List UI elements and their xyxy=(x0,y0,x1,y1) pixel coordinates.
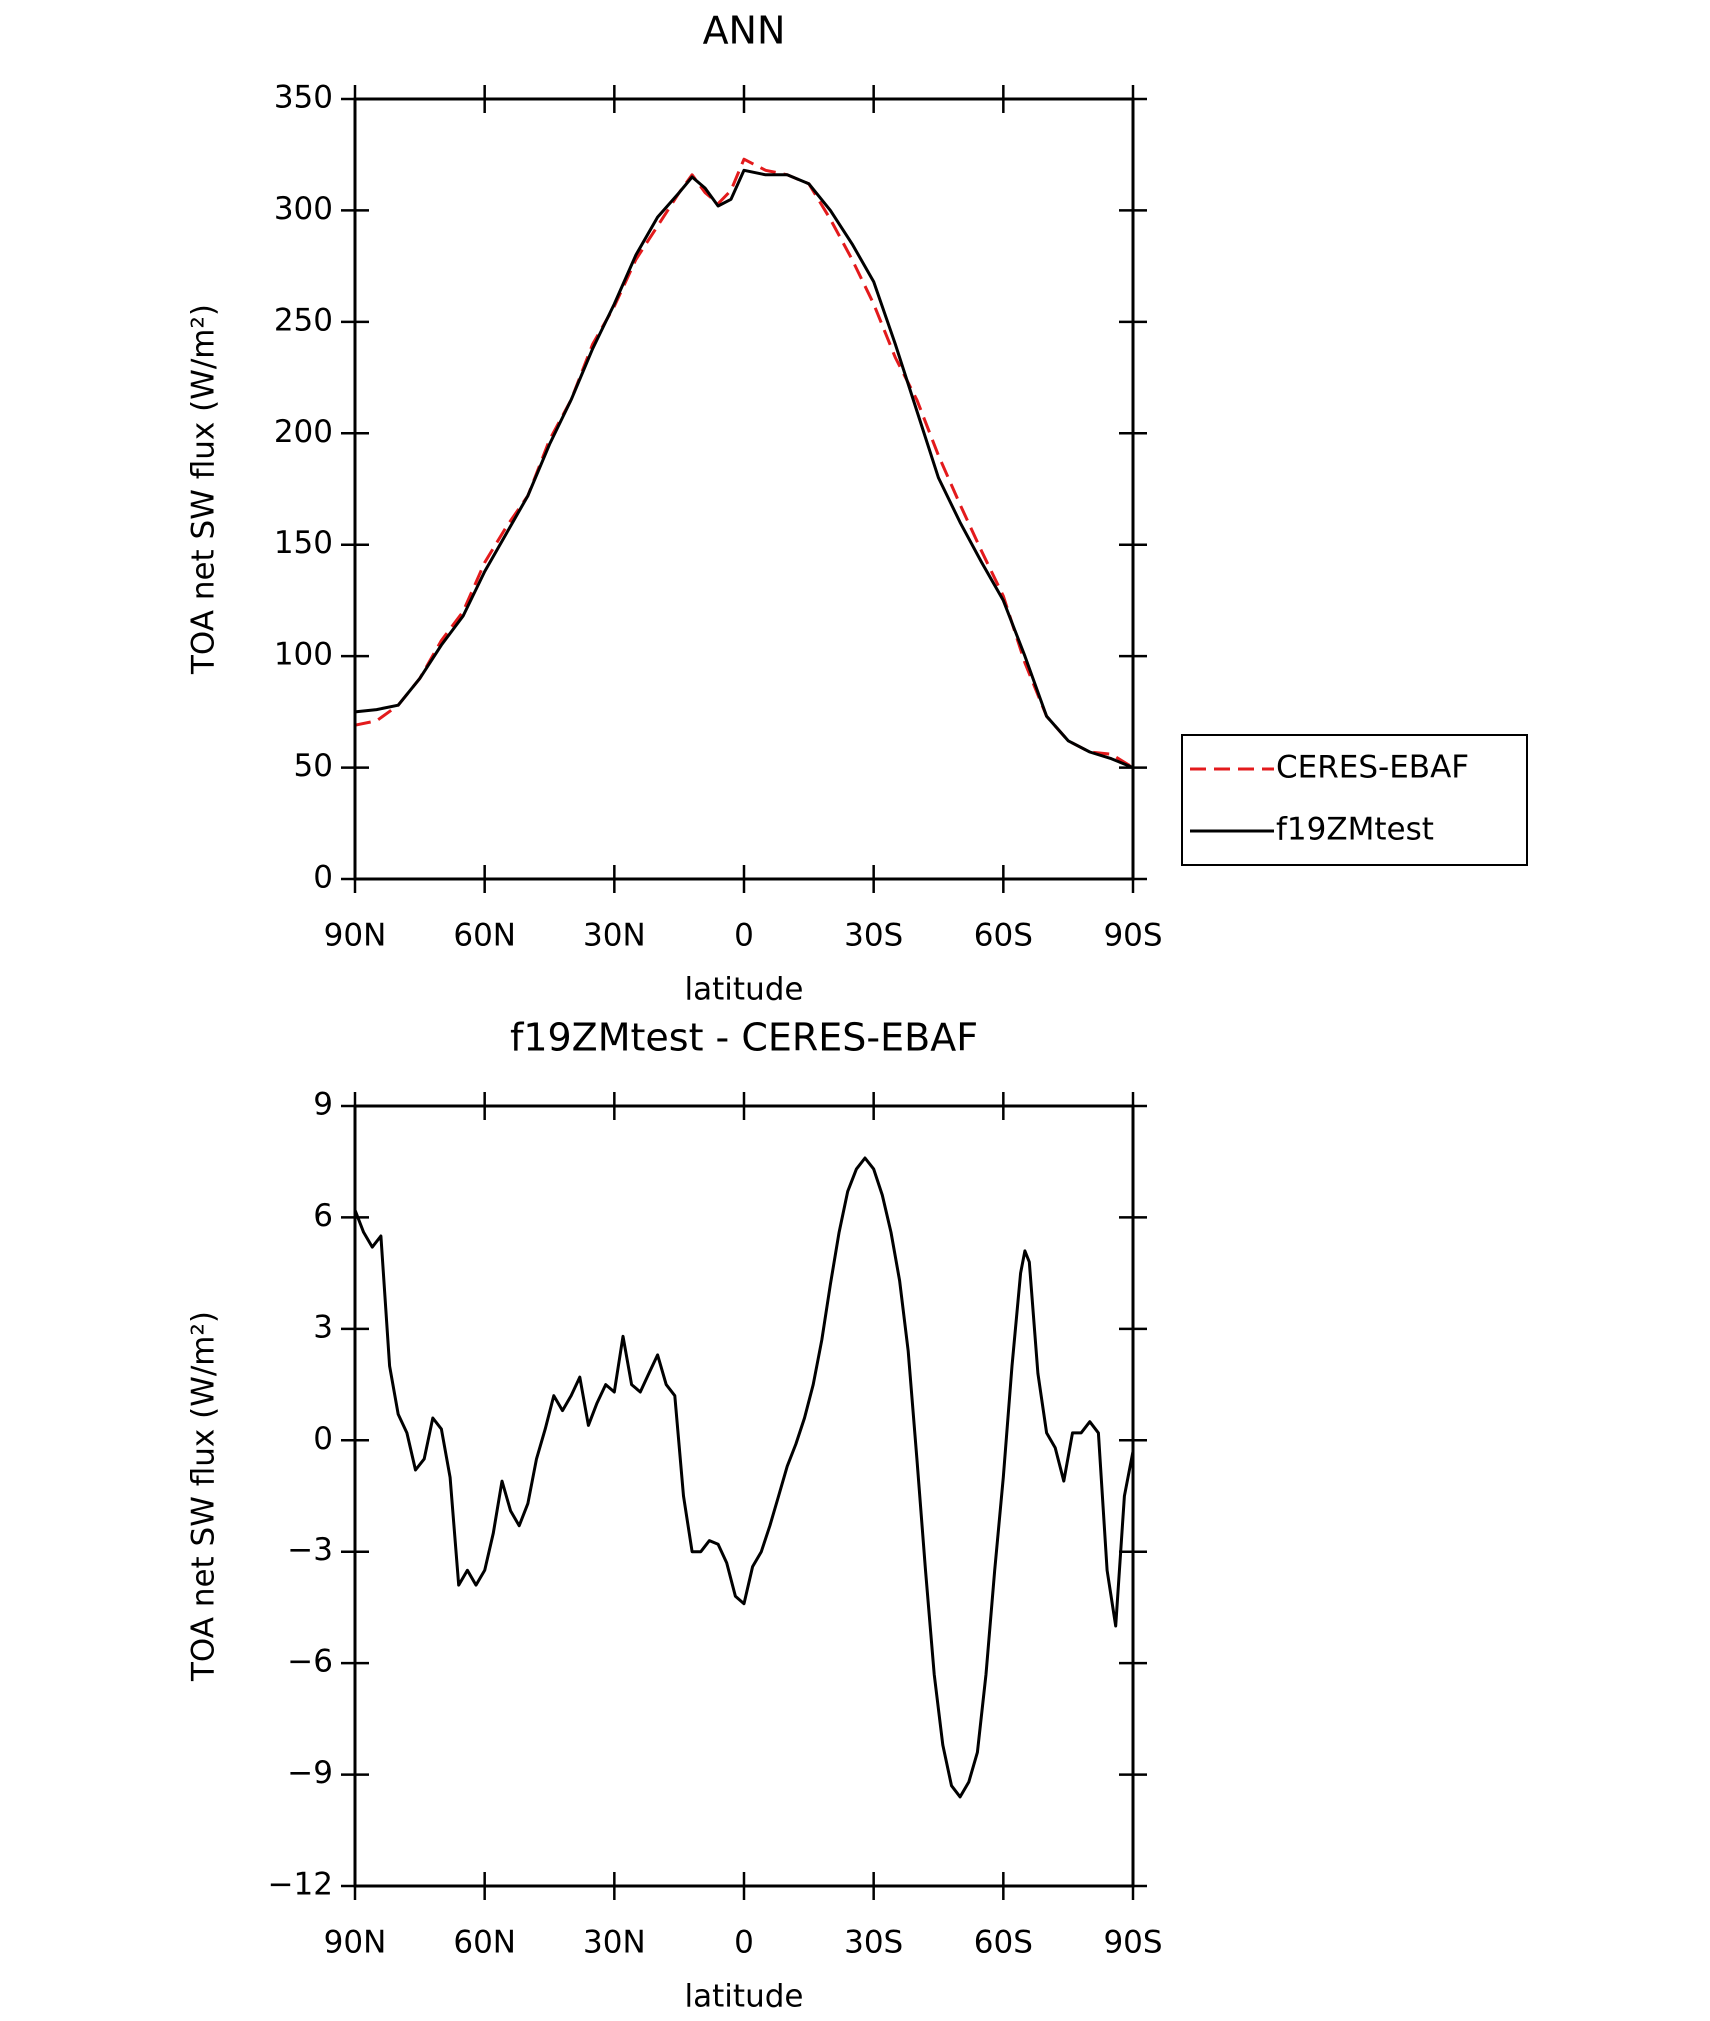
x-tick-label: 30S xyxy=(844,918,903,954)
x-tick-label: 90S xyxy=(1103,1925,1162,1961)
y-tick-label: 100 xyxy=(274,637,333,673)
y-tick-label: −9 xyxy=(287,1755,333,1791)
x-tick-label: 0 xyxy=(734,918,754,954)
y-tick-label: 50 xyxy=(294,748,333,784)
chart-title: ANN xyxy=(703,9,786,53)
x-tick-label: 30S xyxy=(844,1925,903,1961)
data-line xyxy=(354,168,1134,769)
y-tick-label: 250 xyxy=(274,302,333,338)
y-tick-label: 0 xyxy=(313,1421,333,1457)
y-tick-label: 200 xyxy=(274,414,333,450)
y-tick-label: −3 xyxy=(287,1532,333,1568)
x-tick-label: 90N xyxy=(324,1925,387,1961)
x-tick-label: 0 xyxy=(734,1925,754,1961)
y-tick-label: 150 xyxy=(274,525,333,561)
data-line xyxy=(354,157,1134,769)
y-axis-label: TOA net SW flux (W/m²) xyxy=(186,304,222,675)
x-axis-label: latitude xyxy=(685,1979,804,2015)
x-tick-label: 90N xyxy=(324,918,387,954)
x-axis-label: latitude xyxy=(685,972,804,1008)
legend-box xyxy=(1181,734,1528,866)
x-tick-label: 90S xyxy=(1103,918,1162,954)
y-tick-label: −12 xyxy=(268,1867,333,1903)
plot-frame xyxy=(353,97,1135,881)
x-tick-label: 60N xyxy=(453,918,516,954)
x-tick-label: 60S xyxy=(974,918,1033,954)
y-tick-label: 3 xyxy=(313,1309,333,1345)
x-tick-label: 60S xyxy=(974,1925,1033,1961)
y-tick-label: 9 xyxy=(313,1087,333,1123)
y-tick-label: 300 xyxy=(274,191,333,227)
y-tick-label: 0 xyxy=(313,860,333,896)
x-tick-label: 30N xyxy=(583,1925,646,1961)
plot-frame xyxy=(353,1104,1135,1888)
y-tick-label: −6 xyxy=(287,1644,333,1680)
chart-title: f19ZMtest - CERES-EBAF xyxy=(510,1016,978,1060)
y-axis-label: TOA net SW flux (W/m²) xyxy=(186,1311,222,1682)
x-tick-label: 30N xyxy=(583,918,646,954)
data-line xyxy=(353,1156,1135,1799)
y-tick-label: 350 xyxy=(274,80,333,116)
legend-label: CERES-EBAF xyxy=(1276,750,1469,786)
legend-label: f19ZMtest xyxy=(1276,812,1434,848)
y-tick-label: 6 xyxy=(313,1198,333,1234)
x-tick-label: 60N xyxy=(453,1925,516,1961)
